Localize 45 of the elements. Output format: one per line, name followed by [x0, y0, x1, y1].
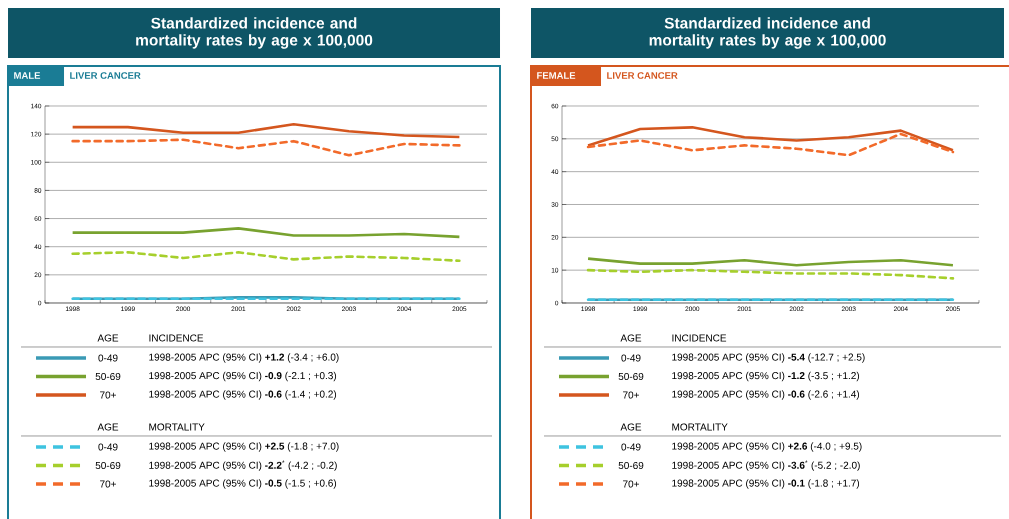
text: AGE: [620, 334, 642, 342]
legend-label: 70+: [100, 391, 116, 399]
text: 1998-2005 APC (95% CI) -1.2 (-3.5 ; +1.2): [672, 371, 860, 382]
line-series: [586, 132, 955, 157]
legend-label: 50-69: [95, 372, 121, 381]
legend-label: 70+: [100, 480, 116, 488]
line-series: [586, 126, 955, 152]
text: INCIDENCE: [149, 334, 204, 342]
text: 1998-2005 APC (95% CI) +2.6 (-4.0 ; +9.5): [672, 442, 862, 452]
text: 1998-2005 APC (95% CI) +1.2 (-3.4 ; +6.0): [149, 353, 339, 363]
text: AGE: [97, 334, 119, 342]
legend-label: 0-49: [98, 443, 118, 451]
chart-subtitle: FEMALE: [537, 72, 576, 79]
text: LIVER CANCER: [607, 72, 678, 79]
text: 1998-2005 APC (95% CI) -0.6 (-1.4 ; +0.2): [149, 390, 337, 400]
text: MORTALITY: [149, 423, 205, 431]
text: 1998-2005 APC (95% CI) -0.6 (-2.6 ; +1.4): [672, 390, 860, 400]
text: 1998-2005 APC (95% CI) -0.5 (-1.5 ; +0.6): [149, 479, 337, 489]
text: INCIDENCE: [672, 334, 727, 342]
chart-title: Standardized incidence and mortality rates by age x 100,000: [649, 17, 886, 49]
text: AGE: [620, 423, 642, 431]
text: 1998-2005 APC (95% CI) -0.1 (-1.8 ; +1.7): [672, 479, 860, 489]
legend-label: 0-49: [621, 354, 641, 362]
line-series: [71, 122, 461, 139]
line-series: [586, 257, 955, 267]
text: 1998-2005 APC (95% CI) -3.6$^{*}$ (-5.2 ; -2.0): [672, 460, 860, 471]
legend-label: 70+: [623, 391, 639, 399]
text: AGE: [97, 423, 119, 431]
line-series: [586, 268, 955, 280]
chart-title: Standardized incidence and mortality rates by age x 100,000: [136, 17, 373, 49]
text: 1998-2005 APC (95% CI) +2.5 (-1.8 ; +7.0): [149, 442, 339, 452]
text: 1998-2005 APC (95% CI) -2.2$^{*}$ (-4.2 ; -0.2): [149, 460, 337, 471]
legend-label: 50-69: [618, 461, 644, 470]
chart-subtitle: MALE: [14, 72, 41, 79]
line-series: [71, 251, 461, 263]
legend-label: 70+: [623, 480, 639, 488]
text: LIVER CANCER: [70, 72, 141, 79]
text: MORTALITY: [672, 423, 728, 431]
legend-label: 50-69: [95, 461, 121, 470]
text: 1998-2005 APC (95% CI) -0.9 (-2.1 ; +0.3): [149, 371, 337, 382]
legend-label: 50-69: [618, 372, 644, 381]
line-series: [71, 138, 461, 157]
legend-label: 0-49: [621, 443, 641, 451]
text: 1998-2005 APC (95% CI) -5.4 (-12.7 ; +2.5): [672, 353, 865, 363]
legend-label: 0-49: [98, 354, 118, 362]
